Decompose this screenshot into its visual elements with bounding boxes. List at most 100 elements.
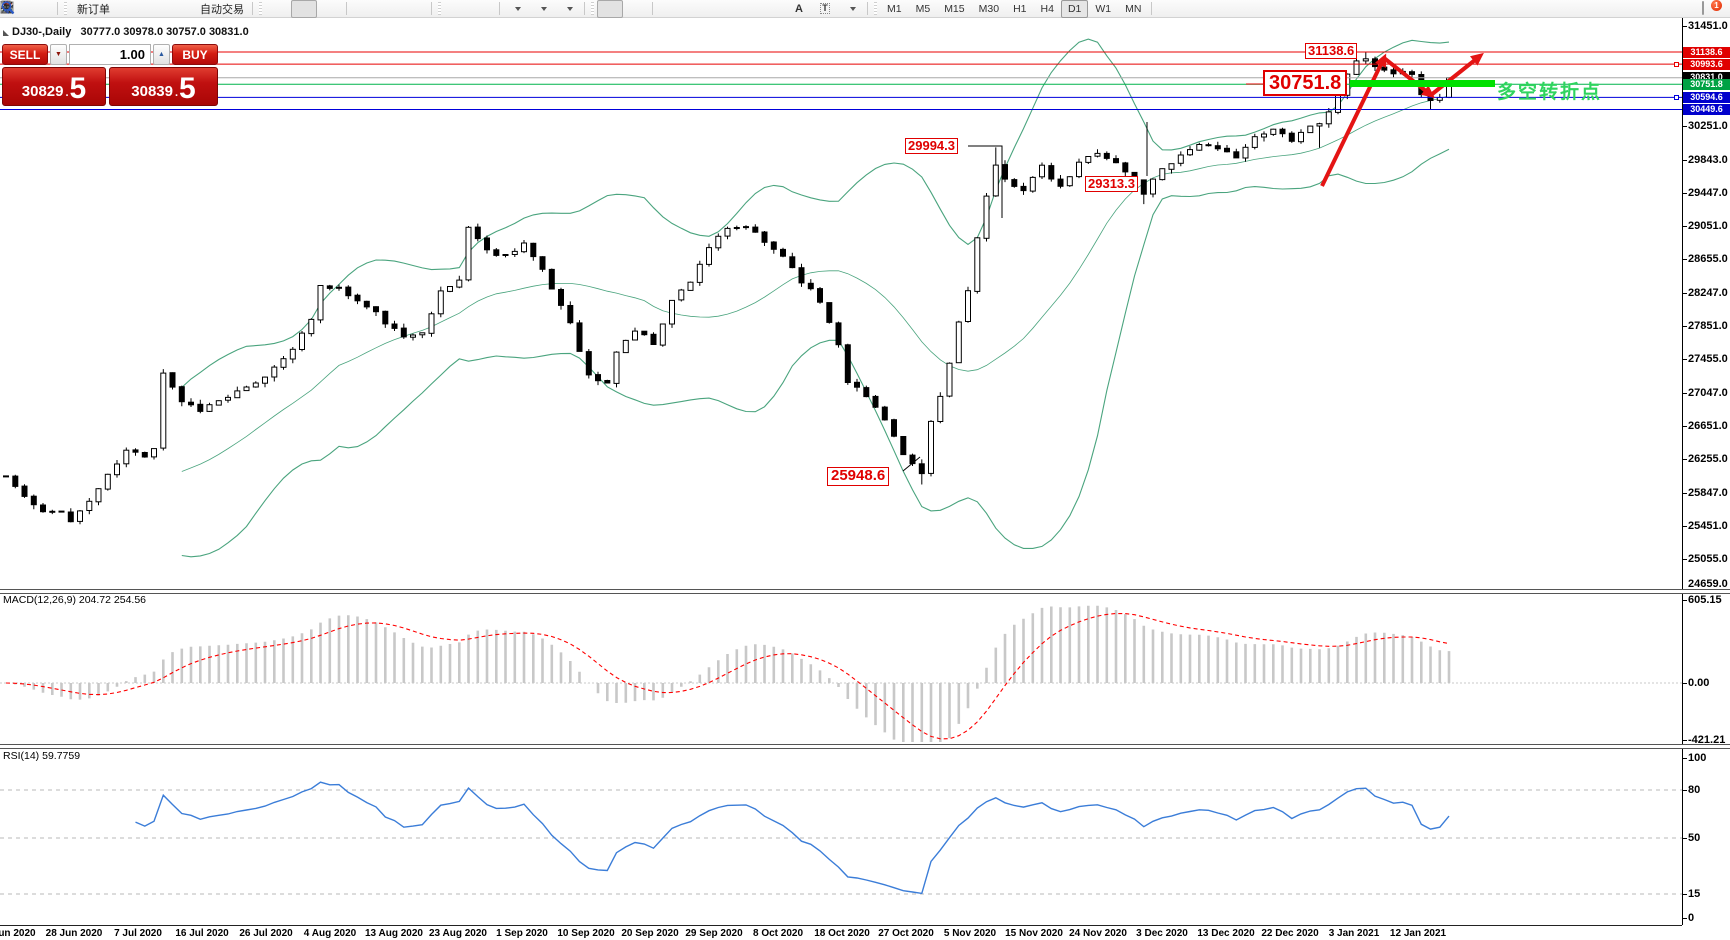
price-callout-29994.3[interactable]: 29994.3 — [905, 138, 958, 155]
callout-connector — [968, 145, 1003, 218]
chart-shift-button[interactable] — [0, 0, 496, 18]
text-label-button[interactable]: T — [812, 0, 838, 18]
signals-button[interactable] — [3, 0, 193, 18]
timeframe-button-m15[interactable]: M15 — [944, 2, 965, 15]
volume-decrease-button[interactable]: ▼ — [50, 44, 67, 65]
x-axis-label: 5 Nov 2020 — [943, 928, 997, 939]
channel-button[interactable]: E — [0, 0, 760, 18]
timeframe-button-mn[interactable]: MN — [1125, 2, 1142, 15]
y-axis-tick-mark — [1682, 526, 1687, 527]
time-axis-line[interactable] — [0, 925, 1682, 926]
price-callout-25948.6[interactable]: 25948.6 — [827, 467, 890, 486]
volume-input[interactable]: 1.00 — [69, 44, 151, 65]
horizontal-line-button[interactable] — [1, 0, 708, 18]
chart-preview-button[interactable] — [0, 0, 54, 18]
price-axis-line[interactable] — [1682, 18, 1683, 925]
price-callout-30751.8[interactable]: 30751.8 — [1263, 70, 1348, 96]
periods-button[interactable] — [1, 0, 555, 18]
down-arrow-icon: ▼ — [55, 51, 62, 58]
sell-price-panel[interactable]: 30829. 5 — [2, 67, 106, 106]
tile-windows-button[interactable] — [1, 0, 428, 18]
x-axis-label: 20 Sep 2020 — [621, 928, 679, 939]
bollinger-upper-band — [181, 38, 1450, 388]
timeframe-button-h1[interactable]: H1 — [1013, 2, 1027, 15]
macd-histogram — [14, 605, 1451, 742]
chart-symbol: DJ30-,Daily — [12, 26, 72, 38]
x-axis-label: 7 Jul 2020 — [114, 928, 162, 939]
timeframe-group: M1 M5 M15 M30 H1 H4 D1 W1 MN — [880, 0, 1148, 18]
rsi-tick-mark — [1682, 918, 1687, 919]
x-axis-label: 12 Jan 2021 — [1389, 928, 1447, 939]
zoom-in-button[interactable] — [1, 0, 376, 18]
rsi-pane-splitter[interactable] — [0, 744, 1730, 749]
y-axis-tick-mark — [1682, 126, 1687, 127]
cursor-button[interactable] — [4, 0, 623, 18]
favorites-button[interactable] — [0, 0, 141, 18]
community-button[interactable] — [2, 0, 167, 18]
vertical-line-button[interactable] — [6, 0, 682, 18]
chart-ohlc: 30777.0 30978.0 30757.0 30831.0 — [80, 26, 249, 38]
y-axis-tick: 29843.0 — [1688, 154, 1728, 166]
buy-price-main: 30839 — [131, 83, 173, 100]
price-callout-31138.6[interactable]: 31138.6 — [1305, 43, 1358, 60]
turning-point-annotation[interactable]: 多空转折点 — [1497, 82, 1603, 103]
templates-button[interactable] — [0, 0, 581, 18]
line-chart-button[interactable] — [0, 0, 343, 18]
highlight-band[interactable] — [1350, 80, 1495, 87]
y-axis-tick: 26651.0 — [1688, 420, 1728, 432]
timeframe-button-m30[interactable]: M30 — [978, 2, 1000, 15]
collapse-panel-arrow[interactable] — [3, 30, 9, 36]
zoom-out-button[interactable] — [1, 0, 402, 18]
new-order-button[interactable]: 新订单 — [1, 0, 115, 18]
y-axis-tick: 28247.0 — [1688, 287, 1728, 299]
timeframe-button-w1[interactable]: W1 — [1095, 2, 1112, 15]
volume-increase-button[interactable]: ▲ — [153, 44, 170, 65]
timeframe-button-d1[interactable]: D1 — [1060, 0, 1089, 18]
bollinger-lower-band — [181, 148, 1450, 558]
autotrade-button[interactable]: 自动交易 — [1, 0, 249, 18]
add-indicator-button[interactable] — [0, 0, 529, 18]
trend-arrow-segment[interactable] — [1320, 53, 1387, 187]
notification-badge: 1 — [1711, 0, 1722, 11]
auto-scroll-button[interactable] — [0, 0, 470, 18]
candle-wicks — [5, 52, 1450, 525]
fibonacci-button[interactable]: F — [1, 0, 786, 18]
sell-button[interactable]: SELL — [2, 44, 48, 65]
chart-title: DJ30-,Daily 30777.0 30978.0 30757.0 3083… — [12, 26, 249, 38]
search-button[interactable] — [1, 0, 1698, 18]
candle-chart-button[interactable] — [2, 0, 317, 18]
crosshair-button[interactable] — [1, 0, 649, 18]
trend-arrow-segment[interactable] — [1382, 56, 1435, 99]
macd-pane-splitter[interactable] — [0, 589, 1730, 594]
x-axis-label: 26 Jul 2020 — [239, 928, 293, 939]
y-axis-tick-mark — [1682, 393, 1687, 394]
y-axis-tick-mark — [1682, 26, 1687, 27]
y-axis-tick: 30251.0 — [1688, 120, 1728, 132]
buy-button[interactable]: BUY — [172, 44, 218, 65]
x-axis-label: 1 Sep 2020 — [496, 928, 548, 939]
timeframe-button-m5[interactable]: M5 — [915, 2, 931, 15]
buy-price-panel[interactable]: 30839. 5 — [109, 67, 218, 106]
svg-text:E: E — [8, 9, 12, 14]
price-callout-29313.3[interactable]: 29313.3 — [1085, 176, 1138, 193]
candlestick-series — [3, 58, 1452, 523]
new-order-label: 新订单 — [77, 3, 110, 16]
notifications-button[interactable]: 1 — [1698, 0, 1724, 18]
timeframe-button-m1[interactable]: M1 — [887, 2, 902, 15]
trendline-button[interactable] — [1, 0, 734, 18]
timeframe-button-h4[interactable]: H4 — [1040, 2, 1054, 15]
text-button[interactable]: A — [786, 0, 812, 18]
y-axis-tick: 29051.0 — [1688, 220, 1728, 232]
y-axis-tick: 29447.0 — [1688, 187, 1728, 199]
trend-arrow-segment[interactable] — [1429, 52, 1484, 97]
price-tag-30993.6: 30993.6 — [1683, 58, 1730, 70]
line-endpoint-handle[interactable] — [1674, 94, 1679, 100]
dropdown-arrow-icon — [849, 6, 856, 11]
x-axis-label: 22 Dec 2020 — [1261, 928, 1319, 939]
bar-chart-button[interactable] — [2, 0, 291, 18]
line-endpoint-handle[interactable] — [1674, 61, 1679, 67]
y-axis-tick: 26255.0 — [1688, 453, 1728, 465]
arrows-button[interactable] — [2, 0, 864, 18]
bollinger-middle-band — [181, 95, 1450, 472]
